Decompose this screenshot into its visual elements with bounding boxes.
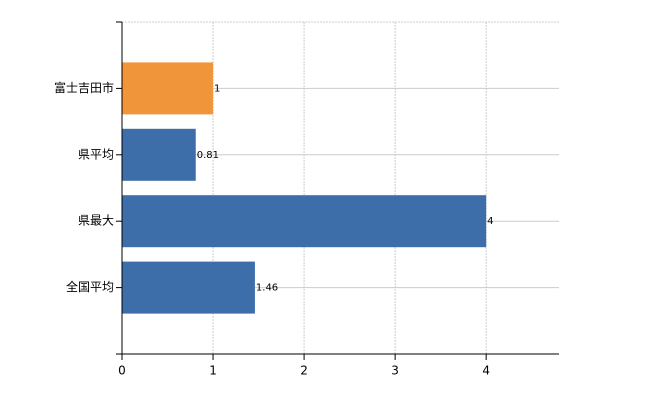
y-tick-label: 県最大 <box>78 214 114 228</box>
value-label: 0.81 <box>197 150 219 161</box>
bar <box>122 261 255 314</box>
y-tick-label: 県平均 <box>78 147 114 161</box>
x-tick-label: 1 <box>209 364 217 378</box>
x-tick-label: 3 <box>391 364 399 378</box>
value-label: 4 <box>487 216 493 227</box>
value-label: 1 <box>214 83 220 94</box>
x-tick-label: 0 <box>118 364 126 378</box>
bar <box>122 195 487 248</box>
x-tick-label: 2 <box>300 364 308 378</box>
x-tick-label: 4 <box>482 364 490 378</box>
y-tick-label: 富士吉田市 <box>54 80 114 95</box>
bar <box>122 128 196 181</box>
y-tick-label: 全国平均 <box>66 279 114 294</box>
bar <box>122 62 214 115</box>
value-label: 1.46 <box>256 283 278 294</box>
